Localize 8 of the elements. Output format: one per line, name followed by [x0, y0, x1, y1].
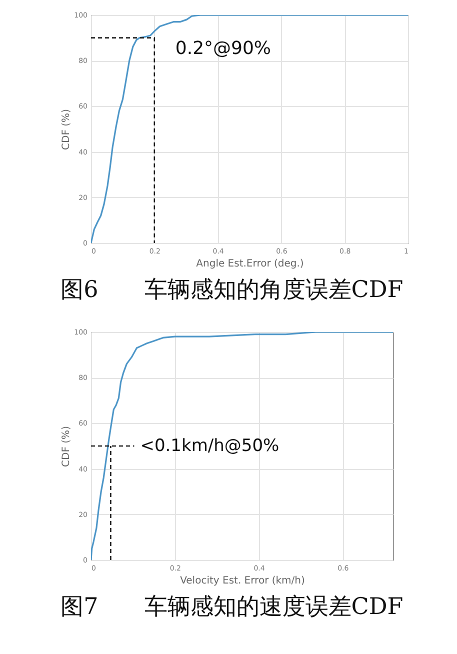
- y-axis-title: CDF (%): [61, 426, 72, 467]
- x-axis-title: Angle Est.Error (deg.): [196, 258, 304, 270]
- text: 图6 车辆感知的角度误差CDF: [60, 277, 404, 303]
- annotation: <0.1km/h@50%: [140, 436, 280, 456]
- annotation: 0.2°@90%: [175, 38, 272, 59]
- y-axis-title: CDF (%): [61, 108, 72, 150]
- text: 图7 车辆感知的速度误差CDF: [60, 594, 404, 620]
- x-axis-title: Velocity Est. Error (km/h): [180, 576, 305, 586]
